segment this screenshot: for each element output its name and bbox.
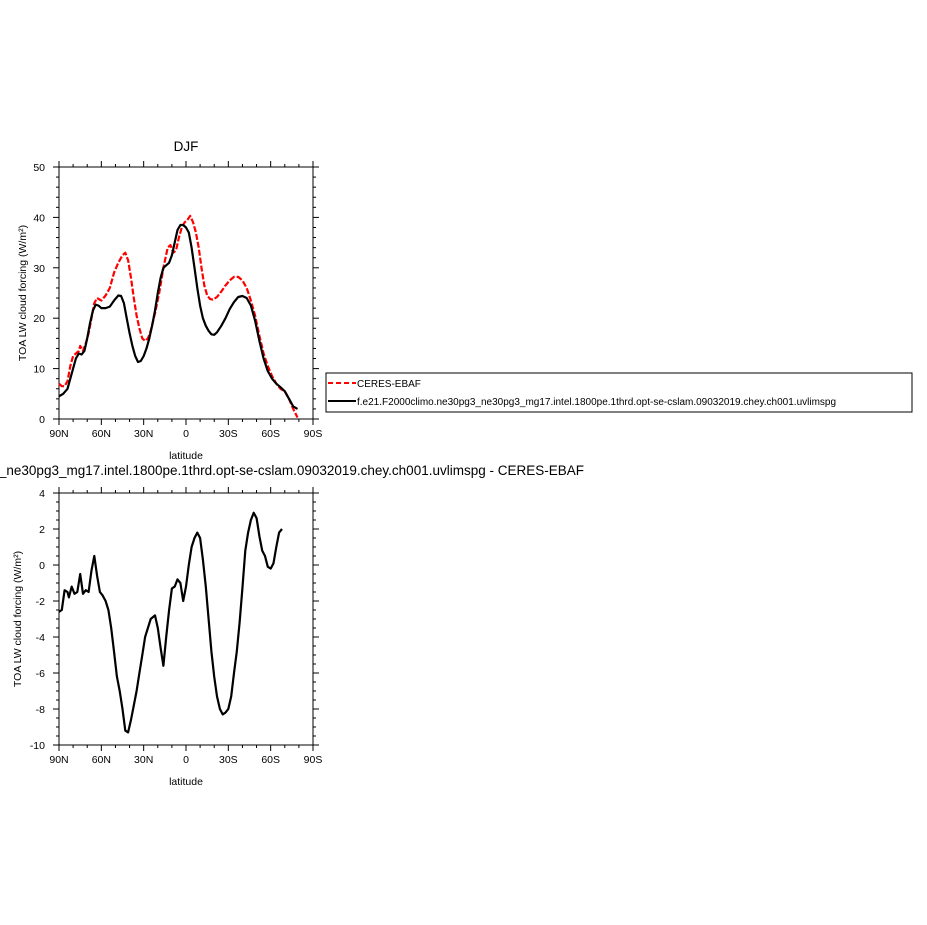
y-tick-label: 4 — [39, 488, 45, 500]
legend-label-model: f.e21.F2000climo.ne30pg3_ne30pg3_mg17.in… — [357, 397, 836, 408]
bottom-y-tick-labels: -10 -8 -6 -4 -2 0 2 4 — [30, 488, 45, 752]
x-tick-label: 30S — [219, 428, 238, 440]
x-tick-label: 30N — [134, 754, 153, 766]
y-tick-label: -8 — [36, 704, 45, 716]
bottom-tick-marks — [53, 487, 319, 751]
y-tick-label: 0 — [39, 560, 45, 572]
x-tick-label: 90S — [304, 754, 323, 766]
top-plot-frame — [58, 166, 314, 420]
y-tick-label: -6 — [36, 668, 45, 680]
y-tick-label: 50 — [33, 162, 45, 174]
y-tick-label: 40 — [33, 212, 45, 224]
x-tick-label: 30S — [219, 754, 238, 766]
legend-box — [325, 372, 913, 413]
x-tick-label: 0 — [183, 428, 189, 440]
y-tick-label: 0 — [39, 414, 45, 426]
top-series-group — [58, 214, 299, 418]
series-line-top-1 — [58, 223, 299, 410]
bottom-plot-frame — [58, 492, 314, 746]
x-tick-label: 0 — [183, 754, 189, 766]
panel-top: DJF 0 10 20 30 40 50 90N 60N 30N 0 30S 60S 90S lati… — [17, 139, 322, 462]
bottom-xlabel: latitude — [169, 776, 203, 788]
x-tick-label: 90S — [304, 428, 323, 440]
x-tick-label: 60S — [261, 428, 280, 440]
y-tick-label: -2 — [36, 596, 45, 608]
bottom-title: f.e21.F2000climo.ne30pg3_ne30pg3_mg17.in… — [0, 463, 584, 478]
top-x-tick-labels: 90N 60N 30N 0 30S 60S 90S — [49, 428, 322, 440]
top-ylabel: TOA LW cloud forcing (W/m²) — [17, 225, 29, 361]
legend-label-ceres: CERES-EBAF — [357, 379, 421, 390]
series-line-bot-0 — [58, 511, 283, 734]
x-tick-label: 90N — [49, 428, 68, 440]
bottom-ylabel: TOA LW cloud forcing (W/m²) — [12, 551, 24, 687]
y-tick-label: 20 — [33, 313, 45, 325]
x-tick-label: 30N — [134, 428, 153, 440]
y-tick-label: 2 — [39, 524, 45, 536]
panel-bottom: f.e21.F2000climo.ne30pg3_ne30pg3_mg17.in… — [0, 463, 584, 788]
top-xlabel: latitude — [169, 450, 203, 462]
y-tick-label: -4 — [36, 632, 45, 644]
legend: CERES-EBAF f.e21.F2000climo.ne30pg3_ne30… — [325, 372, 913, 413]
x-tick-label: 60S — [261, 754, 280, 766]
series-line-top-0 — [58, 214, 299, 418]
top-y-tick-labels: 0 10 20 30 40 50 — [33, 162, 45, 426]
y-tick-label: -10 — [30, 740, 45, 752]
bottom-x-tick-labels: 90N 60N 30N 0 30S 60S 90S — [49, 754, 322, 766]
bottom-series-group — [58, 511, 283, 734]
y-tick-label: 10 — [33, 364, 45, 376]
x-tick-label: 60N — [92, 428, 111, 440]
top-title: DJF — [174, 139, 199, 154]
x-tick-label: 60N — [92, 754, 111, 766]
x-tick-label: 90N — [49, 754, 68, 766]
y-tick-label: 30 — [33, 263, 45, 275]
